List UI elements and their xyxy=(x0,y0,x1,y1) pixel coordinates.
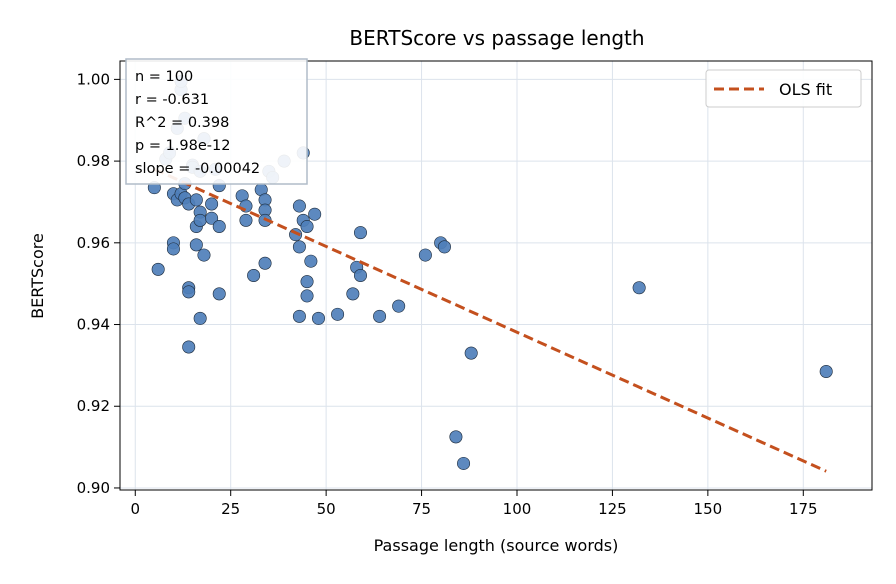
scatter-point xyxy=(205,211,219,225)
scatter-point xyxy=(346,287,360,301)
scatter-point xyxy=(632,281,646,295)
scatter-point xyxy=(300,219,314,233)
scatter-point xyxy=(239,213,253,227)
stats-box-frame xyxy=(125,58,308,185)
scatter-point xyxy=(292,309,306,323)
stats-line-p: p = 1.98e-12 xyxy=(135,138,230,154)
scatter-point xyxy=(166,242,180,256)
scatter-point xyxy=(212,287,226,301)
scatter-point xyxy=(353,226,367,240)
scatter-point xyxy=(311,311,325,325)
scatter-point xyxy=(182,285,196,299)
scatter-point xyxy=(464,346,478,360)
legend: OLS fit xyxy=(705,69,862,108)
scatter-point xyxy=(304,254,318,268)
stats-annotation-box: n = 100 r = -0.631 R^2 = 0.398 p = 1.98e… xyxy=(125,58,308,185)
stats-line-r2: R^2 = 0.398 xyxy=(135,115,229,131)
scatter-point xyxy=(457,456,471,470)
x-tick-label: 100 xyxy=(503,500,532,518)
ols-fit-line xyxy=(153,167,827,473)
scatter-point xyxy=(189,238,203,252)
scatter-point xyxy=(292,199,306,213)
stats-line-slope: slope = -0.00042 xyxy=(135,161,260,177)
stats-line-n: n = 100 xyxy=(135,69,193,85)
x-axis-ticks: 0 25 50 75 100 125 150 175 xyxy=(130,490,818,518)
scatter-point xyxy=(205,197,219,211)
legend-frame xyxy=(705,69,862,108)
scatter-point xyxy=(292,240,306,254)
legend-ols-label: OLS fit xyxy=(779,80,832,99)
plot-frame xyxy=(119,60,873,491)
scatter-point xyxy=(308,207,322,221)
scatter-point xyxy=(258,256,272,270)
scatter-point xyxy=(193,213,207,227)
scatter-point xyxy=(819,365,833,379)
y-axis-label: BERTScore xyxy=(28,233,47,319)
y-tick-label: 0.90 xyxy=(77,479,110,497)
ols-fit-line-path xyxy=(153,167,827,473)
x-axis-label: Passage length (source words) xyxy=(374,536,619,555)
x-tick-label: 0 xyxy=(130,500,140,518)
scatter-point xyxy=(331,307,345,321)
scatter-point xyxy=(392,299,406,313)
scatter-point xyxy=(189,193,203,207)
x-tick-label: 75 xyxy=(412,500,431,518)
y-tick-label: 0.92 xyxy=(77,397,110,415)
scatter-point xyxy=(437,240,451,254)
x-tick-label: 150 xyxy=(694,500,723,518)
x-tick-label: 25 xyxy=(221,500,240,518)
scatter-point xyxy=(247,268,261,282)
scatter-point xyxy=(373,309,387,323)
y-tick-label: 0.96 xyxy=(77,234,110,252)
scatter-point xyxy=(300,275,314,289)
scatter-point xyxy=(212,219,226,233)
x-tick-label: 50 xyxy=(317,500,336,518)
y-tick-label: 0.94 xyxy=(77,316,110,334)
scatter-point xyxy=(151,262,165,276)
y-axis-ticks: 0.90 0.92 0.94 0.96 0.98 1.00 xyxy=(77,70,120,497)
scatter-point xyxy=(300,289,314,303)
scatter-point xyxy=(239,199,253,213)
stats-line-r: r = -0.631 xyxy=(135,92,209,108)
grid-lines xyxy=(120,61,872,490)
y-tick-label: 1.00 xyxy=(77,70,110,88)
x-tick-label: 175 xyxy=(789,500,818,518)
scatter-point xyxy=(182,340,196,354)
scatter-point xyxy=(353,268,367,282)
scatter-point xyxy=(449,430,463,444)
scatter-point xyxy=(197,248,211,262)
chart-title: BERTScore vs passage length xyxy=(349,26,644,50)
scatter-point xyxy=(193,311,207,325)
x-tick-label: 125 xyxy=(598,500,627,518)
scatter-point xyxy=(418,248,432,262)
y-tick-label: 0.98 xyxy=(77,152,110,170)
